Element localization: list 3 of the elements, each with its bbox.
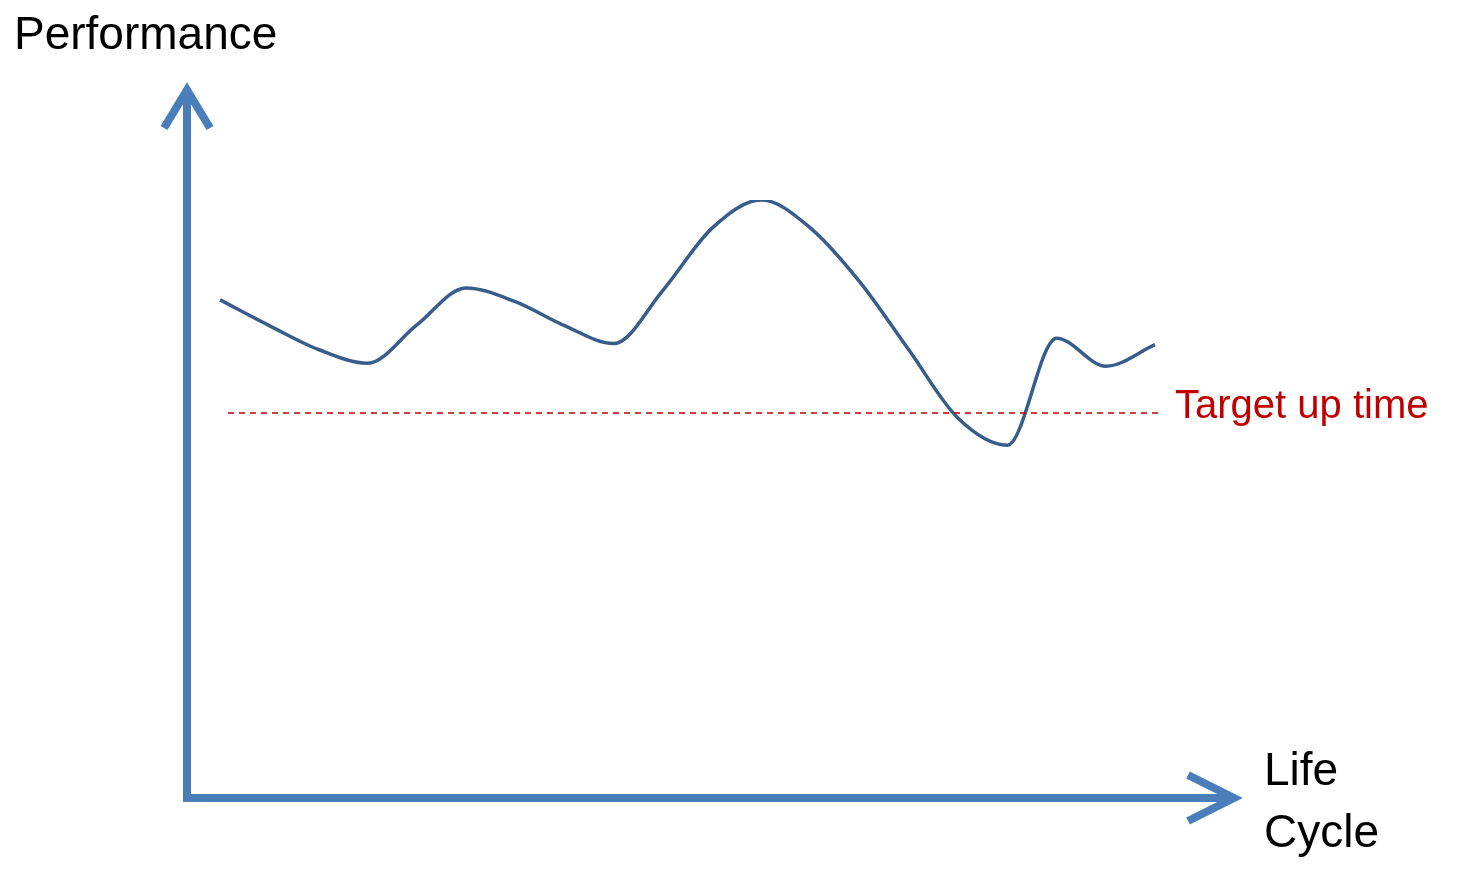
y-axis-title: Performance [14,6,278,61]
ref-line-label: Target up time [1175,381,1429,426]
x-axis-title: Life Cycle [1264,742,1381,860]
